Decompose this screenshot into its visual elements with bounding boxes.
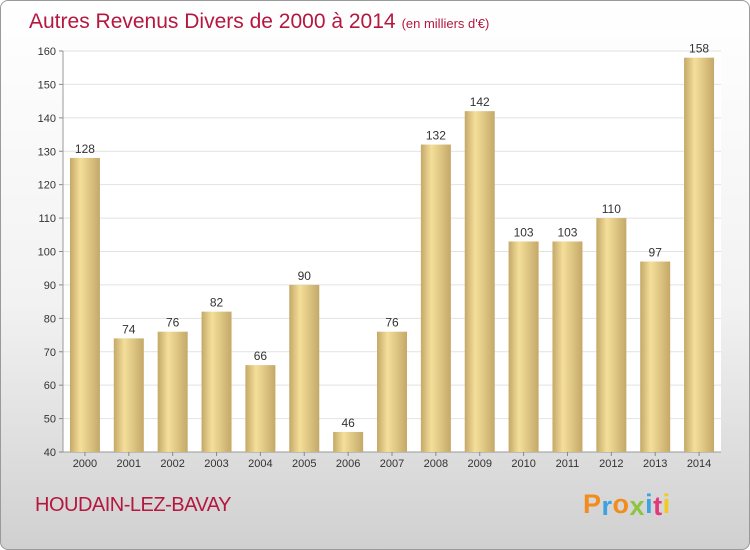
x-tick-label: 2003 bbox=[204, 458, 228, 470]
logo-letter: P bbox=[583, 489, 602, 519]
x-tick-label: 2006 bbox=[336, 458, 360, 470]
logo-letter: r bbox=[601, 491, 613, 521]
data-label: 66 bbox=[254, 349, 268, 363]
bar bbox=[69, 157, 100, 452]
chart-title-text: Autres Revenus Divers de 2000 à 2014 bbox=[29, 10, 396, 33]
x-tick-label: 2011 bbox=[556, 458, 580, 470]
bar bbox=[333, 431, 364, 452]
bar bbox=[289, 284, 320, 452]
x-tick-label: 2007 bbox=[380, 458, 404, 470]
x-tick-label: 2008 bbox=[424, 458, 448, 470]
data-label: 103 bbox=[514, 225, 534, 239]
bar bbox=[245, 365, 276, 452]
y-tick-label: 130 bbox=[38, 146, 56, 158]
x-tick-label: 2002 bbox=[160, 458, 184, 470]
y-tick-label: 70 bbox=[44, 347, 56, 359]
y-tick-label: 100 bbox=[38, 247, 56, 259]
brand-logo: Proxiti bbox=[583, 489, 671, 521]
x-tick-label: 2014 bbox=[687, 458, 711, 470]
logo-letter: x bbox=[629, 491, 646, 521]
bar bbox=[552, 241, 583, 452]
y-tick-label: 90 bbox=[44, 280, 56, 292]
chart-subtitle: (en milliers d'€) bbox=[401, 16, 490, 31]
bar bbox=[201, 311, 232, 452]
x-tick-label: 2000 bbox=[73, 458, 97, 470]
data-label: 97 bbox=[649, 246, 663, 260]
data-label: 46 bbox=[341, 416, 355, 430]
y-tick-label: 110 bbox=[38, 213, 56, 225]
data-label: 110 bbox=[602, 202, 621, 216]
y-tick-label: 80 bbox=[44, 313, 56, 325]
bar bbox=[464, 111, 495, 453]
y-tick-label: 60 bbox=[44, 380, 56, 392]
bar bbox=[113, 338, 144, 452]
x-tick-label: 2004 bbox=[248, 458, 272, 470]
y-tick-label: 50 bbox=[44, 414, 56, 426]
logo-letter: i bbox=[662, 489, 671, 519]
y-tick-label: 140 bbox=[38, 113, 56, 125]
bar bbox=[420, 144, 451, 453]
logo-letter: o bbox=[612, 489, 630, 519]
data-label: 103 bbox=[557, 225, 577, 239]
y-tick-label: 40 bbox=[44, 447, 56, 459]
data-label: 132 bbox=[426, 129, 446, 143]
x-tick-label: 2010 bbox=[511, 458, 535, 470]
data-label: 158 bbox=[689, 42, 709, 56]
y-tick-label: 160 bbox=[38, 46, 56, 58]
data-label: 142 bbox=[470, 95, 490, 109]
data-label: 82 bbox=[210, 296, 224, 310]
data-label: 74 bbox=[122, 322, 136, 336]
logo-letter: t bbox=[653, 491, 663, 521]
x-tick-label: 2005 bbox=[292, 458, 316, 470]
commune-name: HOUDAIN-LEZ-BAVAY bbox=[35, 494, 231, 516]
bar bbox=[684, 57, 715, 452]
logo-letter: i bbox=[645, 489, 654, 519]
data-label: 76 bbox=[166, 316, 180, 330]
x-tick-label: 2012 bbox=[599, 458, 623, 470]
data-label: 128 bbox=[75, 142, 95, 156]
y-tick-label: 120 bbox=[38, 180, 56, 192]
data-label: 76 bbox=[385, 316, 399, 330]
bar bbox=[640, 261, 671, 452]
x-tick-label: 2001 bbox=[117, 458, 141, 470]
y-tick-label: 150 bbox=[38, 79, 56, 91]
data-label: 90 bbox=[298, 269, 312, 283]
x-tick-label: 2013 bbox=[643, 458, 667, 470]
x-tick-label: 2009 bbox=[467, 458, 491, 470]
bar bbox=[377, 331, 407, 452]
chart-title: Autres Revenus Divers de 2000 à 2014 (en … bbox=[29, 10, 489, 34]
bar bbox=[508, 241, 539, 452]
bar bbox=[157, 331, 188, 452]
bar bbox=[596, 218, 627, 452]
